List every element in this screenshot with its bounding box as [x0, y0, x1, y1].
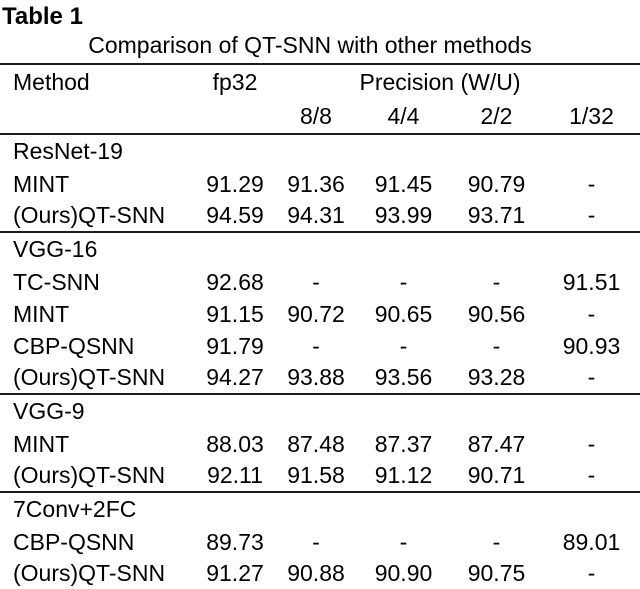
group-row-7conv-2fc: 7Conv+2FC	[0, 492, 640, 526]
value-4-4: 91.45	[374, 170, 433, 197]
value-2-2: 93.71	[467, 202, 526, 228]
table-row: CBP-QSNN 91.79 - - - 90.93	[0, 330, 640, 362]
value-8-8: 90.88	[287, 560, 345, 586]
group-label: VGG-9	[13, 398, 85, 424]
group-label: 7Conv+2FC	[13, 496, 137, 522]
group-label: VGG-16	[13, 236, 98, 262]
value-fp32: 89.73	[206, 528, 264, 555]
table-row: MINT 88.03 87.48 87.37 87.47 -	[0, 428, 640, 460]
value-1-32: 90.93	[562, 332, 621, 359]
col-header-8-8: 8/8	[300, 102, 332, 129]
value-8-8: 91.58	[287, 462, 345, 488]
method-name: MINT	[13, 300, 70, 327]
value-4-4: 90.90	[374, 560, 433, 586]
col-header-fp32: fp32	[212, 68, 258, 95]
method-name: MINT	[13, 430, 70, 457]
value-fp32: 92.11	[207, 462, 263, 488]
section-7conv-2fc: 7Conv+2FC CBP-QSNN 89.73 - - - 89.01 (Ou…	[0, 492, 640, 589]
header-row-1: Method fp32 Precision (W/U)	[0, 64, 640, 99]
value-4-4: 90.65	[374, 300, 433, 327]
value-fp32: 88.03	[206, 430, 264, 457]
col-header-precision-group: Precision (W/U)	[359, 68, 521, 95]
value-8-8: 87.48	[287, 430, 345, 457]
value-8-8: -	[312, 332, 320, 359]
value-8-8: 94.31	[287, 202, 345, 228]
table-label: Table 1	[2, 3, 83, 30]
col-header-1-32: 1/32	[569, 102, 614, 129]
comparison-table: Method fp32 Precision (W/U) 8/8 4/4 2/2 …	[0, 63, 640, 589]
table-row: CBP-QSNN 89.73 - - - 89.01	[0, 526, 640, 558]
group-row-resnet-19: ResNet-19	[0, 134, 640, 168]
value-8-8: 91.36	[287, 170, 345, 197]
value-1-32: -	[587, 462, 596, 488]
value-1-32: -	[587, 300, 596, 327]
value-8-8: -	[312, 528, 320, 555]
value-2-2: 90.79	[467, 170, 526, 197]
header-spacer-fp32	[195, 99, 275, 134]
section-resnet-19: ResNet-19 MINT 91.29 91.36 91.45 90.79 -…	[0, 134, 640, 232]
value-2-2: 87.47	[467, 430, 526, 457]
section-vgg-9: VGG-9 MINT 88.03 87.48 87.37 87.47 - (Ou…	[0, 394, 640, 492]
value-2-2: -	[492, 528, 501, 555]
table-row: (Ours)QT-SNN 94.59 94.31 93.99 93.71 -	[0, 200, 640, 232]
value-4-4: 93.56	[374, 364, 433, 390]
table-caption: Comparison of QT-SNN with other methods	[88, 32, 532, 58]
value-4-4: -	[399, 332, 408, 359]
header-row-2: 8/8 4/4 2/2 1/32	[0, 99, 640, 134]
method-name: (Ours)QT-SNN	[13, 364, 166, 390]
table-row: (Ours)QT-SNN 91.27 90.88 90.90 90.75 -	[0, 558, 640, 589]
table-row: MINT 91.15 90.72 90.65 90.56 -	[0, 298, 640, 330]
value-8-8: -	[312, 268, 320, 295]
value-1-32: -	[587, 364, 596, 390]
table-row: (Ours)QT-SNN 94.27 93.88 93.56 93.28 -	[0, 362, 640, 394]
value-fp32: 92.68	[206, 268, 264, 295]
value-fp32: 91.29	[206, 170, 264, 197]
value-1-32: -	[587, 170, 596, 197]
method-name: CBP-QSNN	[13, 528, 135, 555]
value-8-8: 93.88	[287, 364, 345, 390]
method-name: (Ours)QT-SNN	[13, 202, 166, 228]
header-spacer-method	[0, 99, 195, 134]
section-vgg-16: VGG-16 TC-SNN 92.68 - - - 91.51 MINT 91.…	[0, 232, 640, 394]
method-name: (Ours)QT-SNN	[13, 462, 166, 488]
group-row-vgg-16: VGG-16	[0, 232, 640, 266]
value-2-2: -	[492, 268, 501, 295]
table-row: (Ours)QT-SNN 92.11 91.58 91.12 90.71 -	[0, 460, 640, 492]
col-header-2-2: 2/2	[480, 102, 513, 129]
value-2-2: 90.75	[467, 560, 526, 586]
col-header-method: Method	[13, 68, 90, 95]
value-2-2: 93.28	[467, 364, 526, 390]
value-4-4: 91.12	[374, 462, 433, 488]
value-2-2: 90.56	[467, 300, 526, 327]
value-1-32: -	[587, 560, 596, 586]
method-name: MINT	[13, 170, 70, 197]
col-header-4-4: 4/4	[387, 102, 420, 129]
value-4-4: -	[399, 528, 408, 555]
value-2-2: 90.71	[467, 462, 526, 488]
table-header: Method fp32 Precision (W/U) 8/8 4/4 2/2 …	[0, 64, 640, 134]
table-row: MINT 91.29 91.36 91.45 90.79 -	[0, 168, 640, 200]
table-row: TC-SNN 92.68 - - - 91.51	[0, 266, 640, 298]
value-fp32: 94.27	[206, 364, 264, 390]
value-fp32: 91.79	[206, 332, 264, 359]
value-4-4: -	[399, 268, 408, 295]
value-fp32: 91.15	[206, 300, 264, 327]
value-1-32: 89.01	[562, 528, 621, 555]
method-name: TC-SNN	[13, 268, 100, 295]
value-2-2: -	[492, 332, 501, 359]
value-fp32: 91.27	[206, 560, 264, 586]
value-fp32: 94.59	[206, 202, 264, 228]
value-4-4: 93.99	[374, 202, 433, 228]
group-label: ResNet-19	[13, 138, 123, 164]
value-1-32: 91.51	[562, 268, 621, 295]
method-name: CBP-QSNN	[13, 332, 135, 359]
method-name: (Ours)QT-SNN	[13, 560, 166, 586]
value-8-8: 90.72	[287, 300, 345, 327]
value-4-4: 87.37	[374, 430, 433, 457]
value-1-32: -	[587, 202, 596, 228]
value-1-32: -	[587, 430, 596, 457]
group-row-vgg-9: VGG-9	[0, 394, 640, 428]
